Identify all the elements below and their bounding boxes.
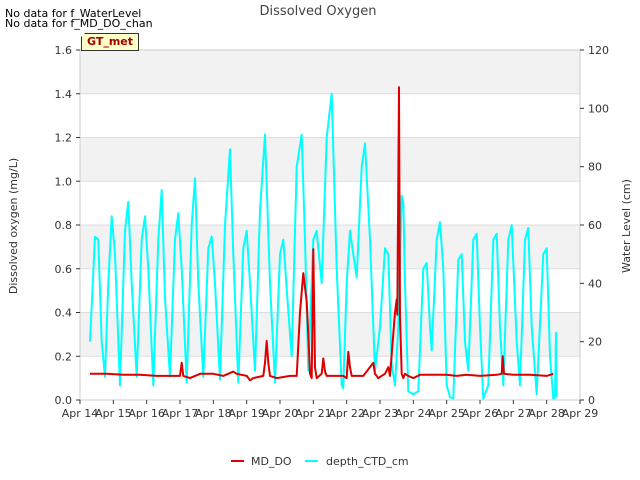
y-tick-label: 0.2 [55,350,73,363]
y2-tick-label: 60 [588,219,602,232]
no-data-message-md-do-chan: No data for f_MD_DO_chan [5,17,153,30]
x-tick-label: Apr 25 [428,407,465,420]
background-band [80,312,580,357]
x-tick-label: Apr 16 [128,407,165,420]
y2-tick-label: 0 [588,394,595,407]
x-tick-label: Apr 20 [262,407,299,420]
legend-label-md-do: MD_DO [251,455,292,468]
background-band [80,268,580,313]
y2-axis-ticks: 0 20 40 60 80 100 120 [580,44,609,407]
y2-tick-label: 120 [588,44,609,57]
background-band [80,137,580,182]
background-band [80,181,580,225]
legend: MD_DO depth_CTD_cm [231,455,409,468]
y2-axis-label: Water Level (cm) [620,179,633,273]
y-tick-label: 0.6 [55,263,73,276]
background-band [80,225,580,269]
y-tick-label: 0.8 [55,219,73,232]
x-tick-label: Apr 19 [228,407,265,420]
y-tick-label: 1.4 [55,88,73,101]
y-axis-label: Dissolved oxygen (mg/L) [7,158,20,294]
background-band [80,50,580,94]
series-line-depth-ctd [89,92,558,400]
legend-label-depth-ctd: depth_CTD_cm [326,455,409,468]
no-data-message-water-level: No data for f_WaterLevel [5,7,142,20]
y-axis-ticks: 0.0 0.2 0.4 0.6 0.8 1.0 1.2 1.4 1.6 [55,44,80,407]
series-layer [89,86,558,400]
gt-met-badge: GT_met [81,33,139,51]
x-tick-label: Apr 14 [62,407,99,420]
x-tick-label: Apr 24 [395,407,432,420]
y-tick-label: 1.6 [55,44,73,57]
x-tick-label: Apr 26 [462,407,499,420]
chart-title: Dissolved Oxygen [260,4,377,19]
x-tick-label: Apr 22 [328,407,365,420]
x-tick-label: Apr 21 [295,407,332,420]
x-tick-label: Apr 18 [195,407,232,420]
series-line-md-do [90,86,554,382]
y-tick-label: 1.2 [55,132,73,145]
y-tick-label: 0.4 [55,307,73,320]
y2-tick-label: 80 [588,161,602,174]
y-tick-label: 1.0 [55,175,73,188]
x-tick-label: Apr 23 [362,407,399,420]
plot-background-bands [80,50,580,400]
y2-tick-label: 100 [588,102,609,115]
x-tick-label: Apr 15 [95,407,132,420]
y-tick-label: 0.0 [55,394,73,407]
x-tick-label: Apr 28 [528,407,565,420]
y2-tick-label: 40 [588,277,602,290]
y2-tick-label: 20 [588,336,602,349]
x-tick-label: Apr 29 [562,407,599,420]
x-tick-label: Apr 17 [162,407,199,420]
x-tick-label: Apr 27 [495,407,532,420]
background-band [80,356,580,400]
